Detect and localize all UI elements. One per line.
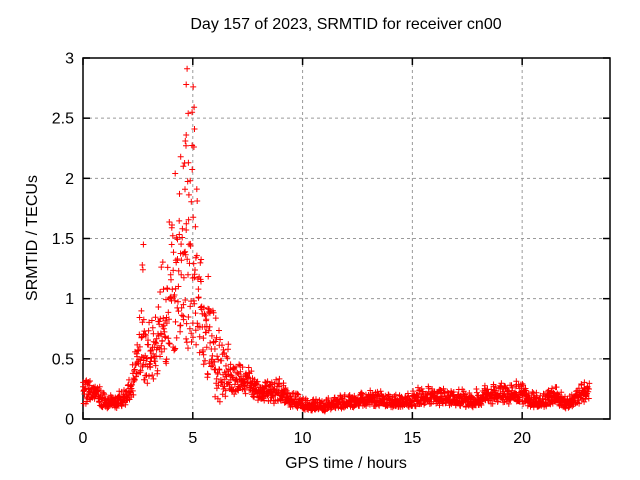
x-tick-label: 15 bbox=[403, 430, 421, 447]
y-tick-label: 0 bbox=[65, 412, 74, 429]
tick-labels: 0 5 10 15 20 0 0.5 1 1.5 2 2.5 3 bbox=[52, 51, 531, 448]
x-tick-label: 5 bbox=[188, 430, 197, 447]
srmtid-data-series bbox=[80, 65, 593, 415]
y-tick-label: 1 bbox=[65, 291, 74, 308]
y-tick-label: 3 bbox=[65, 51, 74, 68]
y-axis-label: SRMTID / TECUs bbox=[24, 175, 41, 301]
y-tick-label: 1.5 bbox=[52, 231, 74, 248]
srmtid-plus-markers bbox=[80, 65, 593, 415]
y-tick-label: 2 bbox=[65, 171, 74, 188]
y-tick-label: 2.5 bbox=[52, 111, 74, 128]
x-tick-label: 10 bbox=[294, 430, 312, 447]
x-tick-label: 20 bbox=[513, 430, 531, 447]
chart-title: Day 157 of 2023, SRMTID for receiver cn0… bbox=[190, 16, 501, 33]
axes bbox=[82, 57, 611, 420]
y-tick-label: 0.5 bbox=[52, 351, 74, 368]
x-tick-label: 0 bbox=[79, 430, 88, 447]
grid-lines bbox=[83, 58, 610, 419]
x-axis-label: GPS time / hours bbox=[285, 455, 407, 472]
